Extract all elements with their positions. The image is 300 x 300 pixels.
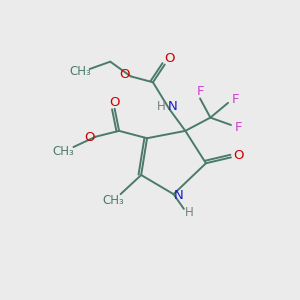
Text: N: N — [168, 100, 178, 113]
Text: O: O — [119, 68, 130, 80]
Text: O: O — [233, 148, 244, 161]
Text: F: F — [235, 122, 242, 134]
Text: F: F — [232, 93, 239, 106]
Text: O: O — [164, 52, 174, 64]
Text: N: N — [174, 189, 184, 202]
Text: CH₃: CH₃ — [102, 194, 124, 207]
Text: F: F — [196, 85, 204, 98]
Text: CH₃: CH₃ — [69, 64, 91, 78]
Text: O: O — [110, 96, 120, 109]
Text: H: H — [185, 206, 194, 219]
Text: CH₃: CH₃ — [52, 145, 74, 158]
Text: O: O — [84, 131, 95, 144]
Text: H: H — [157, 100, 165, 113]
